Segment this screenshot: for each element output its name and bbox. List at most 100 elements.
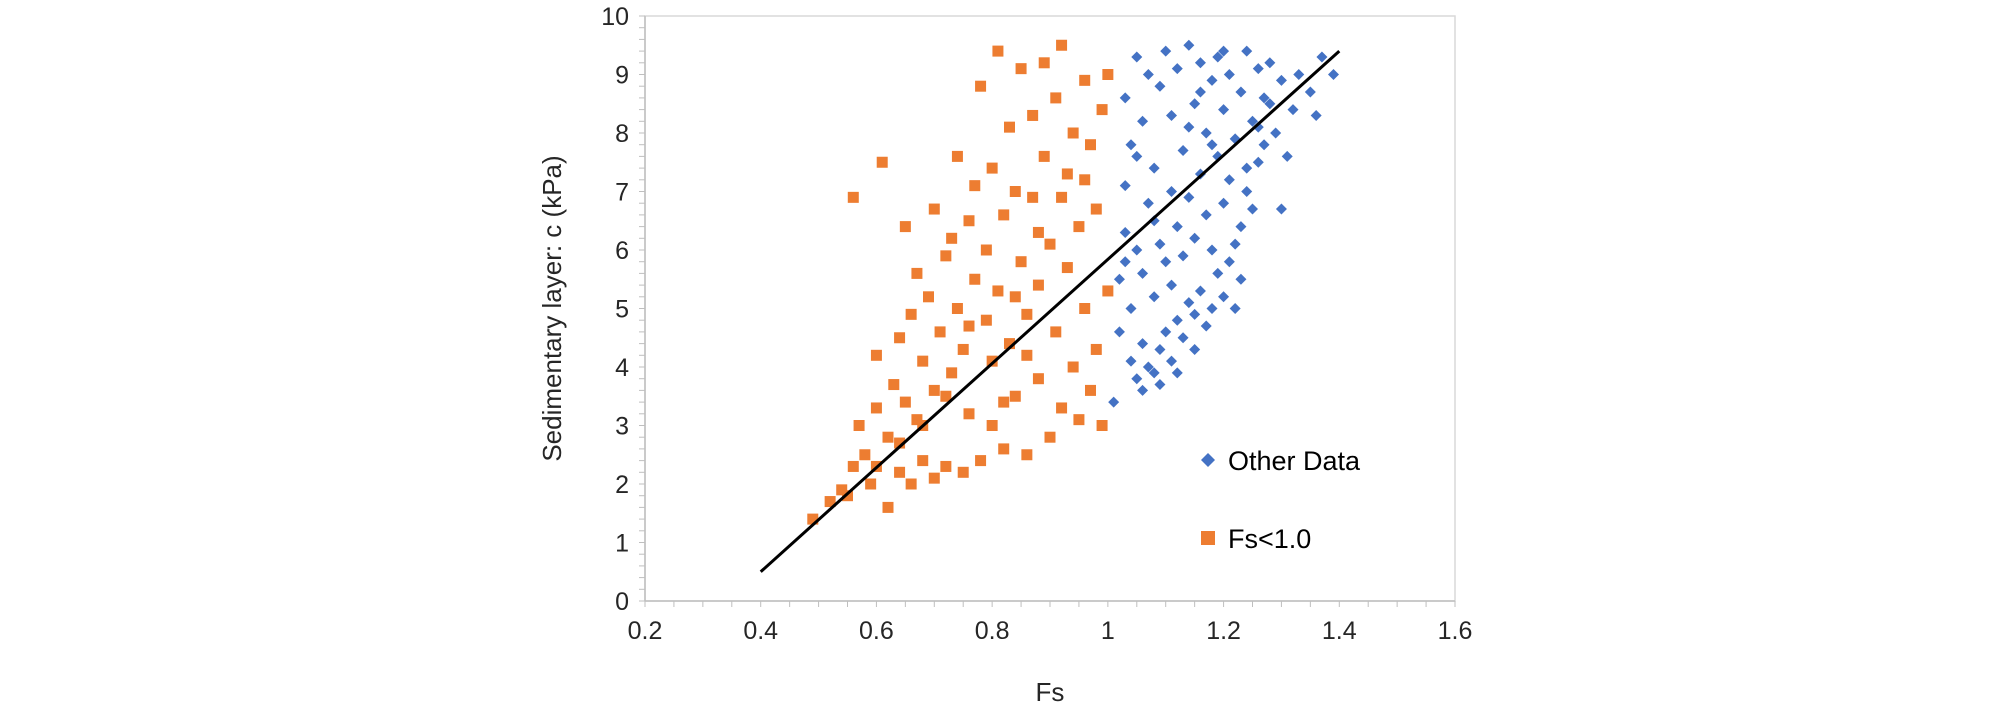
data-point-fs (899, 221, 911, 233)
data-point-fs (1073, 221, 1085, 233)
y-axis-title: Sedimentary layer: c (kPa) (537, 155, 567, 461)
data-point-other (1171, 221, 1183, 233)
data-point-other (1166, 279, 1177, 291)
data-point-fs (1021, 449, 1033, 461)
x-tick-label: 0.2 (628, 617, 663, 645)
data-point-fs (905, 308, 917, 320)
data-point-other (1316, 51, 1328, 63)
data-point-other (1113, 273, 1125, 285)
data-point-fs (998, 443, 1010, 455)
data-point-other (1119, 180, 1131, 192)
data-point-fs (1061, 168, 1073, 180)
x-minor-ticks (644, 601, 1456, 607)
data-point-fs (1032, 279, 1044, 291)
data-point-other (1304, 86, 1316, 98)
data-point-fs (975, 455, 987, 467)
data-point-fs (894, 332, 906, 344)
data-point-other (1171, 314, 1183, 326)
x-tick-labels: 0.2 0.4 0.6 0.8 1 1.2 1.4 1.6 (628, 617, 1473, 645)
data-point-fs (1079, 303, 1091, 314)
data-point-fs (963, 215, 975, 227)
data-point-other (1287, 104, 1299, 116)
data-point-fs (940, 390, 952, 402)
data-point-other (1137, 338, 1149, 350)
data-point-other (1275, 203, 1287, 215)
data-point-fs (951, 303, 963, 314)
data-point-fs (859, 449, 871, 461)
data-point-fs (1067, 127, 1079, 139)
data-point-fs (928, 472, 940, 484)
data-point-fs (969, 273, 981, 285)
data-point-fs (1032, 226, 1044, 238)
data-point-fs (1073, 414, 1085, 426)
y-tick-label: 10 (601, 3, 629, 31)
data-point-other (1148, 215, 1160, 227)
series-fs-below-1 (807, 39, 1114, 525)
data-point-other (1229, 238, 1241, 250)
data-point-other (1119, 256, 1131, 268)
data-point-fs (917, 455, 929, 467)
data-point-fs (928, 203, 940, 215)
data-point-other (1177, 145, 1189, 157)
legend-marker-fs-below-1 (1201, 531, 1215, 545)
data-point-other (1171, 63, 1183, 75)
data-point-other (1113, 326, 1125, 338)
data-point-other (1142, 361, 1154, 373)
data-point-fs (1085, 384, 1096, 396)
data-point-other (1218, 104, 1230, 116)
data-point-fs (928, 384, 940, 396)
y-tick-label: 2 (615, 471, 629, 499)
data-point-fs (847, 460, 859, 472)
data-point-other (1229, 303, 1241, 314)
data-point-fs (986, 355, 998, 367)
data-point-other (1241, 45, 1253, 57)
data-point-other (1194, 285, 1206, 297)
data-point-fs (917, 355, 929, 367)
data-point-fs (882, 431, 894, 443)
x-tick-label: 0.8 (975, 617, 1010, 645)
data-point-other (1194, 86, 1206, 98)
data-point-fs (963, 408, 975, 420)
data-point-other (1258, 92, 1270, 104)
data-point-fs (842, 490, 853, 502)
data-point-other (1166, 355, 1177, 367)
data-point-other (1189, 343, 1201, 355)
data-point-fs (1067, 361, 1079, 373)
data-point-other (1131, 373, 1143, 385)
data-point-fs (1044, 238, 1056, 250)
data-point-fs (1056, 39, 1068, 51)
data-point-other (1119, 226, 1131, 238)
data-point-fs (986, 420, 998, 431)
data-point-fs (998, 209, 1010, 221)
x-tick-label: 1.2 (1206, 617, 1241, 645)
data-point-other (1310, 109, 1322, 121)
data-point-other (1241, 162, 1253, 174)
data-point-other (1160, 256, 1172, 268)
data-point-other (1183, 121, 1195, 133)
data-point-other (1264, 98, 1276, 110)
x-tick-label: 0.6 (859, 617, 894, 645)
data-point-other (1252, 63, 1264, 75)
data-point-fs (1015, 256, 1027, 268)
x-axis-title: Fs (1036, 677, 1065, 707)
data-point-other (1131, 150, 1143, 162)
data-point-fs (1015, 63, 1027, 75)
data-point-other (1183, 191, 1195, 203)
data-point-other (1241, 186, 1253, 197)
data-point-other (1206, 74, 1218, 86)
data-point-fs (899, 396, 911, 408)
data-point-fs (957, 343, 969, 355)
data-point-fs (1090, 203, 1102, 215)
series-other-data (1108, 39, 1339, 408)
data-point-fs (1056, 191, 1068, 203)
data-point-fs (870, 349, 882, 361)
data-point-other (1154, 238, 1166, 250)
data-point-fs (1032, 373, 1044, 385)
data-point-fs (882, 501, 894, 513)
data-point-other (1200, 209, 1212, 221)
data-point-other (1119, 92, 1131, 104)
data-point-other (1148, 291, 1160, 303)
data-point-fs (957, 466, 969, 478)
data-point-other (1183, 39, 1195, 51)
data-point-fs (1027, 109, 1039, 121)
